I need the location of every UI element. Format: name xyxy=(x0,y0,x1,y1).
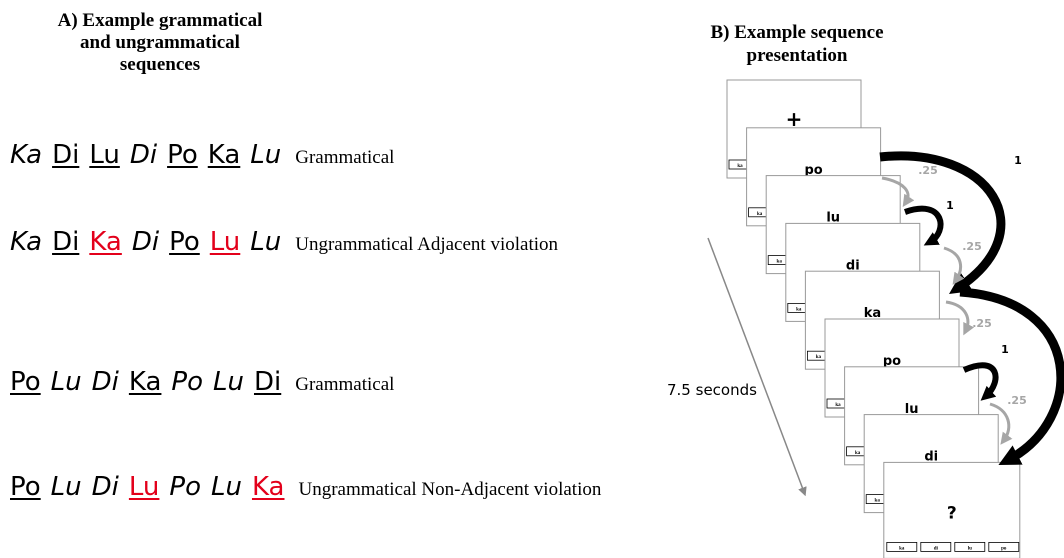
arrow xyxy=(879,151,1006,294)
response-button xyxy=(920,542,952,552)
button-label: ka xyxy=(737,164,743,169)
arrow xyxy=(945,300,975,336)
syllable: Lu xyxy=(50,472,82,502)
sequence-label: Grammatical xyxy=(295,374,395,395)
arrow-label: 1 xyxy=(1014,154,1022,167)
response-button xyxy=(886,542,918,552)
button-label: lu xyxy=(968,546,972,551)
arrow-label: .25 xyxy=(1007,394,1027,407)
syllable: Lu xyxy=(211,472,242,502)
arrow xyxy=(959,287,1064,465)
syllable: Di xyxy=(91,367,119,397)
button-label: ka xyxy=(796,307,802,312)
syllable: Po xyxy=(169,227,200,257)
stimulus: di xyxy=(924,450,938,465)
arrow xyxy=(989,402,1013,445)
syllable: Di xyxy=(253,367,282,397)
title-line: A) Example grammatical xyxy=(57,10,263,31)
syllable: Po xyxy=(167,140,198,170)
button-label: ka xyxy=(816,355,822,360)
arrow-label: .25 xyxy=(972,317,992,330)
syllable: Lu xyxy=(250,140,282,170)
title-line: and ungrammatical xyxy=(80,32,240,53)
arrow xyxy=(943,246,965,285)
syllable: Ka xyxy=(251,472,285,502)
syllable: Po xyxy=(10,367,41,397)
syllable: Di xyxy=(52,227,80,257)
duration-label: 7.5 seconds xyxy=(667,381,757,399)
button-label: ka xyxy=(875,499,881,504)
sequence: Po Lu Di Lu Po Lu Ka Ungrammatical Non-Adjacent… xyxy=(10,472,601,502)
stimulus: po xyxy=(883,354,901,369)
stimulus: + xyxy=(786,107,803,131)
syllable: Po xyxy=(169,472,201,502)
button-label: ka xyxy=(899,546,905,551)
syllable: Lu xyxy=(209,227,241,257)
response-button xyxy=(988,542,1020,552)
syllable: Po xyxy=(171,367,204,397)
panel-b-title: B) Example sequence xyxy=(710,22,883,43)
arrow-label: .25 xyxy=(962,240,982,253)
button-label: ka xyxy=(777,260,783,265)
arrow xyxy=(881,176,915,207)
title-line: sequences xyxy=(119,54,201,75)
panel-b-title: presentation xyxy=(747,45,848,66)
arrow-label: .25 xyxy=(918,164,938,177)
sequence-label: Grammatical xyxy=(295,147,395,168)
syllable: Ka xyxy=(10,227,43,257)
button-label: ka xyxy=(835,403,841,408)
stimulus: ? xyxy=(947,503,957,523)
syllable: Di xyxy=(131,227,160,257)
syllable: Ka xyxy=(89,227,122,257)
syllable: Lu xyxy=(250,227,282,257)
arrow xyxy=(904,205,944,246)
arrow-label: 1 xyxy=(946,199,954,212)
button-label: ka xyxy=(757,212,763,217)
syllable: Di xyxy=(91,472,119,502)
sequence-label: Ungrammatical Non-Adjacent violation xyxy=(298,479,602,500)
syllable: Lu xyxy=(50,367,82,397)
sequence: Po Lu Di Ka Po Lu Di Grammatical xyxy=(10,367,394,397)
button-label: ka xyxy=(855,451,861,456)
syllable: Ka xyxy=(128,367,162,397)
timeline xyxy=(707,237,807,497)
stimulus: lu xyxy=(826,211,840,226)
syllable: Ka xyxy=(10,140,43,170)
button-label: po xyxy=(1001,546,1007,551)
response-button xyxy=(954,542,986,552)
syllable: Lu xyxy=(213,367,244,397)
stimulus: po xyxy=(804,163,822,178)
button-label: di xyxy=(934,546,939,551)
sequence: Ka Di Ka Di Po Lu Lu Ungrammatical Adjacent vio… xyxy=(10,227,558,257)
sequence-label: Ungrammatical Adjacent violation xyxy=(295,234,559,255)
panel-a-title: A) Example grammatical and ungrammatical s… xyxy=(0,10,320,76)
syllable: Po xyxy=(10,472,41,502)
stimulus: lu xyxy=(905,402,919,417)
syllable: Di xyxy=(129,140,158,170)
arrow-label: 1 xyxy=(1001,343,1009,356)
syllable: Lu xyxy=(89,140,120,170)
syllable: Ka xyxy=(207,140,241,170)
syllable: Lu xyxy=(128,472,160,502)
sequence: Ka Di Lu Di Po Ka Lu Grammatical xyxy=(10,140,394,170)
stimulus: di xyxy=(846,258,860,273)
syllable: Di xyxy=(52,140,80,170)
arrow xyxy=(962,362,999,401)
stimulus: ka xyxy=(864,306,881,321)
